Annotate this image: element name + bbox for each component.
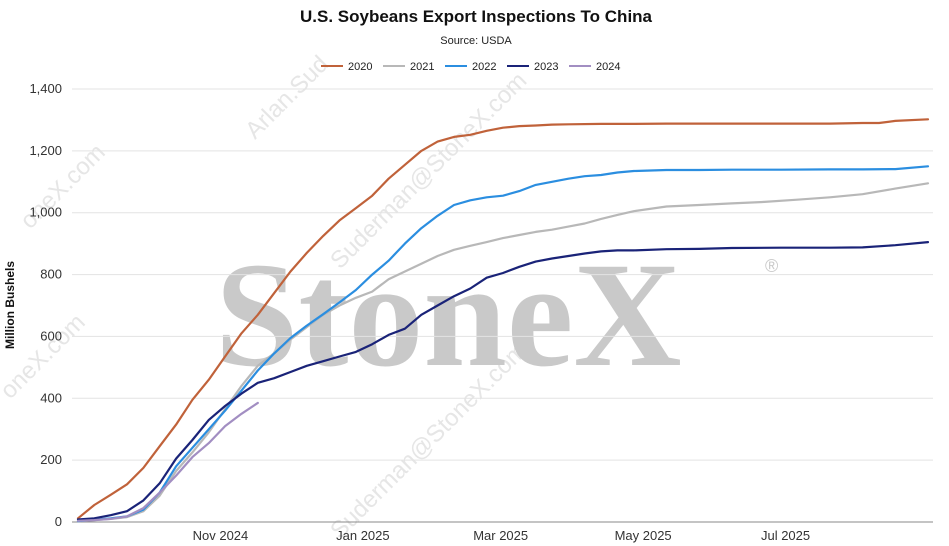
legend-label: 2022 — [472, 61, 496, 73]
gridlines — [72, 88, 933, 461]
legend-item-2020[interactable]: 2020 — [321, 61, 372, 73]
series-line-2021 — [76, 182, 930, 523]
legend: 2020 2021 2022 2023 2024 — [321, 61, 620, 73]
series-line-2023 — [76, 241, 930, 521]
series-line-2024 — [76, 401, 259, 522]
chart-subtitle: Source: USDA — [440, 35, 512, 47]
legend-label: 2020 — [348, 61, 372, 73]
x-tick-label: Nov 2024 — [193, 528, 249, 543]
x-axis-ticks: Nov 2024 Jan 2025 Mar 2025 May 2025 Jul 2025 — [193, 528, 811, 543]
y-tick-label: 1,000 — [29, 205, 62, 220]
y-tick-label: 1,200 — [29, 143, 62, 158]
y-tick-label: 600 — [40, 328, 62, 343]
legend-item-2024[interactable]: 2024 — [569, 61, 620, 73]
watermark-diagonal-text: Arlan.Sud — [240, 51, 334, 145]
y-tick-label: 1,400 — [29, 81, 62, 96]
legend-item-2022[interactable]: 2022 — [445, 61, 496, 73]
legend-label: 2023 — [534, 61, 558, 73]
series-line-2020 — [76, 118, 930, 520]
series-lines — [76, 118, 930, 523]
y-axis-label: Million Bushels — [3, 261, 17, 349]
x-tick-label: Jul 2025 — [761, 528, 810, 543]
legend-item-2021[interactable]: 2021 — [383, 61, 434, 73]
series-line-2022 — [76, 165, 930, 523]
watermark-registered-mark: ® — [765, 256, 778, 276]
y-tick-label: 400 — [40, 390, 62, 405]
legend-label: 2024 — [596, 61, 620, 73]
legend-label: 2021 — [410, 61, 434, 73]
y-axis-ticks: 0 200 400 600 800 1,000 1,200 1,400 — [29, 81, 62, 529]
legend-item-2023[interactable]: 2023 — [507, 61, 558, 73]
chart-title: U.S. Soybeans Export Inspections To Chin… — [300, 7, 653, 26]
x-tick-label: May 2025 — [615, 528, 672, 543]
x-tick-label: Mar 2025 — [473, 528, 528, 543]
y-tick-label: 0 — [55, 514, 62, 529]
x-tick-label: Jan 2025 — [336, 528, 390, 543]
y-tick-label: 800 — [40, 267, 62, 282]
y-tick-label: 200 — [40, 452, 62, 467]
